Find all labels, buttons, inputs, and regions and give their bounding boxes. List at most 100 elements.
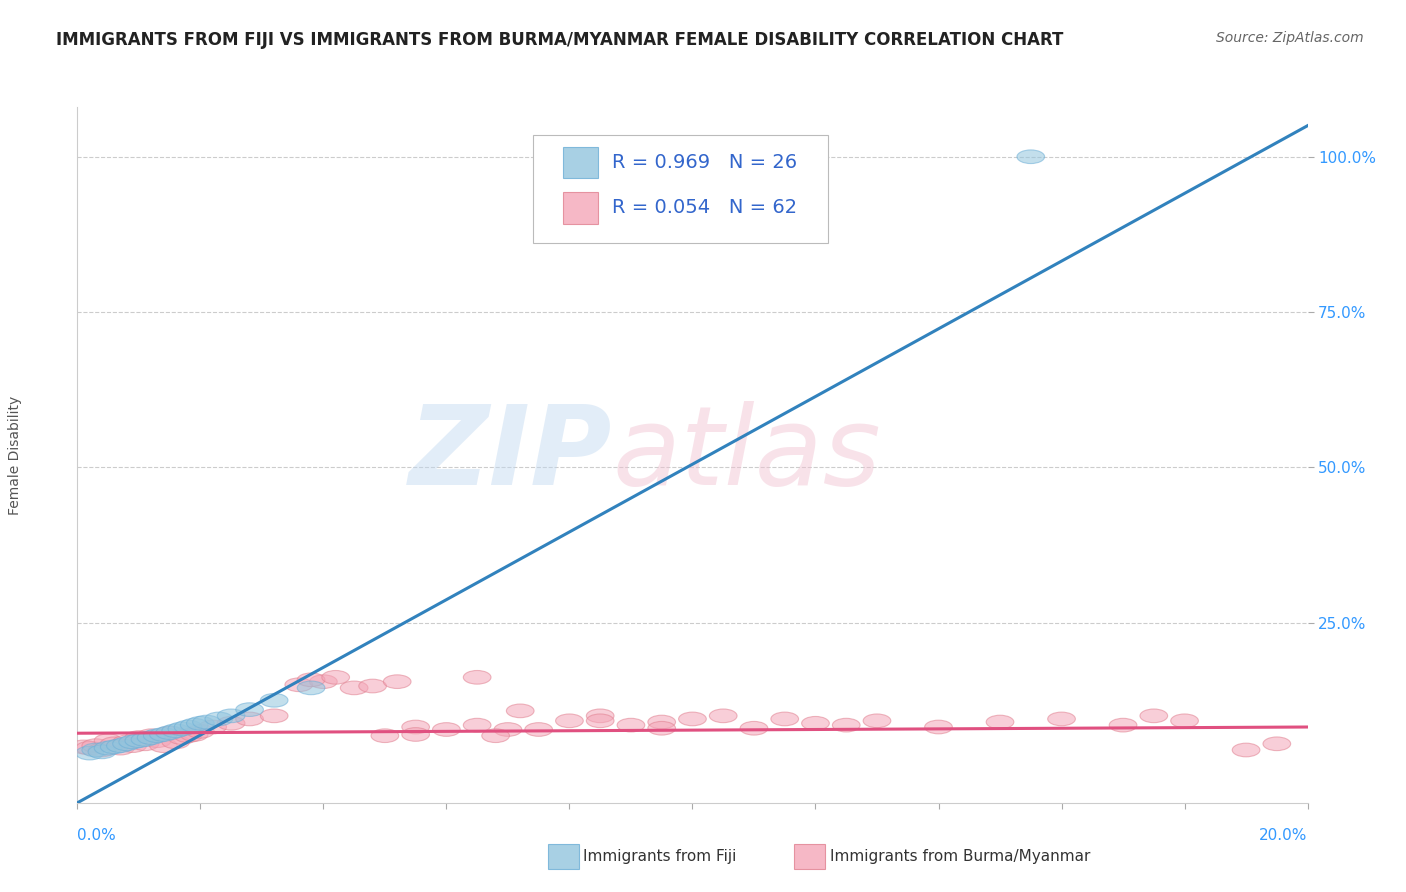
Ellipse shape xyxy=(76,747,104,760)
Ellipse shape xyxy=(309,675,337,689)
Ellipse shape xyxy=(149,728,177,741)
Ellipse shape xyxy=(125,731,153,745)
Ellipse shape xyxy=(187,716,214,731)
Ellipse shape xyxy=(120,739,146,753)
Ellipse shape xyxy=(1232,743,1260,756)
Text: Immigrants from Burma/Myanmar: Immigrants from Burma/Myanmar xyxy=(830,849,1090,863)
Ellipse shape xyxy=(162,735,190,748)
Ellipse shape xyxy=(205,712,232,726)
Ellipse shape xyxy=(285,678,312,691)
Ellipse shape xyxy=(464,718,491,732)
Ellipse shape xyxy=(402,720,429,734)
Ellipse shape xyxy=(297,673,325,687)
Ellipse shape xyxy=(138,731,165,745)
Y-axis label: Female Disability: Female Disability xyxy=(8,395,21,515)
Ellipse shape xyxy=(131,732,159,747)
Ellipse shape xyxy=(986,715,1014,729)
Ellipse shape xyxy=(100,737,128,751)
Ellipse shape xyxy=(156,726,183,740)
Ellipse shape xyxy=(648,722,675,735)
Ellipse shape xyxy=(359,679,387,693)
Ellipse shape xyxy=(710,709,737,723)
Ellipse shape xyxy=(322,671,350,684)
Ellipse shape xyxy=(138,729,165,742)
Ellipse shape xyxy=(340,681,368,695)
Ellipse shape xyxy=(617,718,645,732)
Ellipse shape xyxy=(187,724,214,739)
Ellipse shape xyxy=(198,720,226,734)
Ellipse shape xyxy=(524,723,553,736)
Ellipse shape xyxy=(180,718,208,732)
Ellipse shape xyxy=(94,741,122,755)
Text: IMMIGRANTS FROM FIJI VS IMMIGRANTS FROM BURMA/MYANMAR FEMALE DISABILITY CORRELAT: IMMIGRANTS FROM FIJI VS IMMIGRANTS FROM … xyxy=(56,31,1063,49)
Ellipse shape xyxy=(1171,714,1198,728)
FancyBboxPatch shape xyxy=(533,135,828,243)
Text: 20.0%: 20.0% xyxy=(1260,828,1308,843)
Ellipse shape xyxy=(1263,737,1291,751)
Ellipse shape xyxy=(112,737,141,751)
Ellipse shape xyxy=(143,734,172,747)
Ellipse shape xyxy=(679,712,706,726)
Ellipse shape xyxy=(76,741,104,755)
Ellipse shape xyxy=(770,712,799,726)
Ellipse shape xyxy=(94,734,122,747)
Ellipse shape xyxy=(260,693,288,707)
Ellipse shape xyxy=(1140,709,1167,723)
Ellipse shape xyxy=(89,743,115,756)
Ellipse shape xyxy=(586,709,614,723)
Ellipse shape xyxy=(149,739,177,753)
Ellipse shape xyxy=(82,739,110,753)
Ellipse shape xyxy=(494,723,522,736)
Ellipse shape xyxy=(107,739,134,753)
FancyBboxPatch shape xyxy=(564,147,598,178)
Ellipse shape xyxy=(174,720,202,734)
Text: R = 0.054   N = 62: R = 0.054 N = 62 xyxy=(613,198,797,218)
Ellipse shape xyxy=(236,712,263,726)
Text: 0.0%: 0.0% xyxy=(77,828,117,843)
Ellipse shape xyxy=(180,728,208,741)
Ellipse shape xyxy=(125,734,153,747)
Text: R = 0.969   N = 26: R = 0.969 N = 26 xyxy=(613,153,797,172)
Ellipse shape xyxy=(169,722,195,736)
Ellipse shape xyxy=(648,715,675,729)
Ellipse shape xyxy=(586,714,614,728)
Ellipse shape xyxy=(384,675,411,689)
Ellipse shape xyxy=(174,729,202,742)
Ellipse shape xyxy=(402,728,429,741)
Ellipse shape xyxy=(70,740,97,754)
Ellipse shape xyxy=(801,716,830,731)
Ellipse shape xyxy=(193,715,221,729)
Ellipse shape xyxy=(120,735,146,748)
Ellipse shape xyxy=(371,729,399,742)
Ellipse shape xyxy=(112,735,141,748)
Ellipse shape xyxy=(925,720,952,734)
Ellipse shape xyxy=(89,745,115,759)
Ellipse shape xyxy=(1017,150,1045,163)
Ellipse shape xyxy=(740,722,768,735)
Ellipse shape xyxy=(506,704,534,718)
Text: Source: ZipAtlas.com: Source: ZipAtlas.com xyxy=(1216,31,1364,45)
Ellipse shape xyxy=(236,703,263,716)
Text: Immigrants from Fiji: Immigrants from Fiji xyxy=(583,849,737,863)
Ellipse shape xyxy=(863,714,891,728)
Ellipse shape xyxy=(100,740,128,754)
Text: ZIP: ZIP xyxy=(409,401,613,508)
Ellipse shape xyxy=(162,724,190,738)
Ellipse shape xyxy=(464,671,491,684)
Ellipse shape xyxy=(131,737,159,751)
Ellipse shape xyxy=(832,718,860,732)
FancyBboxPatch shape xyxy=(564,193,598,224)
Ellipse shape xyxy=(169,731,195,745)
Text: atlas: atlas xyxy=(613,401,882,508)
Ellipse shape xyxy=(218,709,245,723)
Ellipse shape xyxy=(156,726,183,739)
Ellipse shape xyxy=(107,741,134,755)
Ellipse shape xyxy=(297,681,325,695)
Ellipse shape xyxy=(482,729,509,742)
Ellipse shape xyxy=(260,709,288,723)
Ellipse shape xyxy=(218,716,245,731)
Ellipse shape xyxy=(82,743,110,756)
Ellipse shape xyxy=(555,714,583,728)
Ellipse shape xyxy=(1109,718,1137,732)
Ellipse shape xyxy=(1047,712,1076,726)
